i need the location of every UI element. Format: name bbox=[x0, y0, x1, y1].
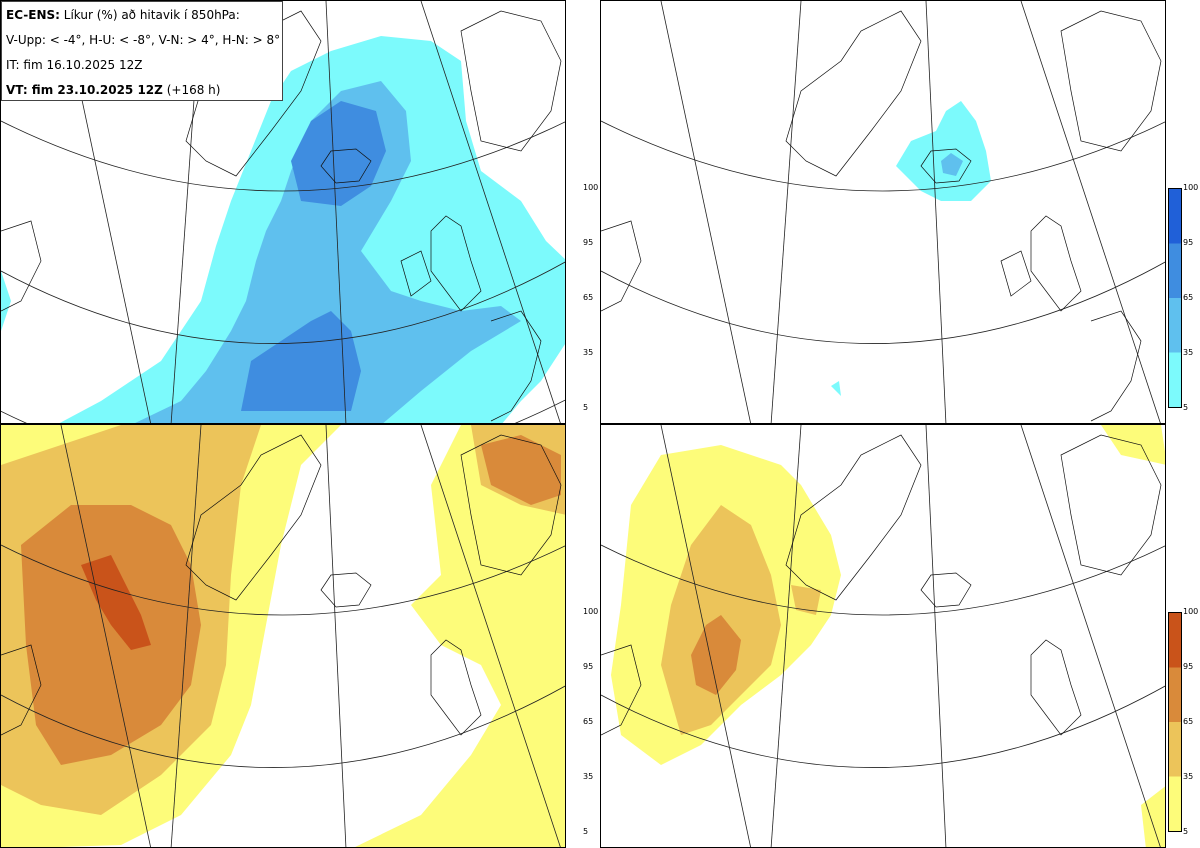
model-label: EC-ENS: bbox=[6, 8, 60, 22]
prob-field-95 bbox=[21, 435, 561, 765]
graticule bbox=[601, 425, 1165, 847]
colorbar-tick-label: 5 bbox=[583, 827, 589, 836]
colorbar-tick-label: 35 bbox=[583, 348, 594, 357]
graticule bbox=[1, 425, 565, 847]
colorbar-tick-label: 100 bbox=[1183, 607, 1199, 616]
colorbar-tick-label: 35 bbox=[583, 772, 594, 781]
coastlines bbox=[601, 10, 1162, 422]
map-canvas bbox=[1, 425, 565, 847]
prob-field-65 bbox=[941, 153, 963, 176]
colorbar-tick-label: 95 bbox=[1183, 238, 1194, 247]
valid-time-text: VT: fim 23.10.2025 12Z bbox=[6, 83, 163, 97]
map-panel-bottom-right bbox=[600, 424, 1166, 848]
colorbar-tick-label: 65 bbox=[583, 293, 594, 302]
lead-time-text: (+168 h) bbox=[166, 83, 221, 97]
colorbar-tick-label: 5 bbox=[583, 403, 589, 412]
colorbar-tick-label: 65 bbox=[583, 717, 594, 726]
thresholds-text: V-Upp: < -4°, H-U: < -8°, V-N: > 4°, H-N… bbox=[6, 33, 281, 47]
prob-field-65 bbox=[135, 81, 521, 423]
prob-field-35 bbox=[831, 101, 991, 396]
map-panel-top-right bbox=[600, 0, 1166, 424]
colorbar-tick-label: 95 bbox=[583, 238, 594, 247]
map-panel-bottom-left bbox=[0, 424, 566, 848]
colorbar-tick-label: 35 bbox=[1183, 772, 1194, 781]
colorbar-tick-label: 5 bbox=[1183, 403, 1189, 412]
prob-field-95 bbox=[241, 101, 386, 411]
colorbar-tick-label: 100 bbox=[583, 607, 599, 616]
map-canvas bbox=[601, 425, 1165, 847]
coastlines bbox=[1, 434, 562, 736]
title-text: Líkur (%) að hitavik í 850hPa: bbox=[63, 8, 240, 22]
colorbar-tick-label: 100 bbox=[583, 183, 599, 192]
map-panel-top-left: EC-ENS: Líkur (%) að hitavik í 850hPa: V… bbox=[0, 0, 566, 424]
colorbar-warm-right bbox=[1168, 612, 1182, 832]
colorbar-tick-label: 95 bbox=[1183, 662, 1194, 671]
colorbar-tick-label: 35 bbox=[1183, 348, 1194, 357]
init-time-text: IT: fim 16.10.2025 12Z bbox=[6, 58, 143, 72]
map-canvas bbox=[1, 1, 565, 423]
coastlines bbox=[601, 434, 1162, 736]
colorbar-tick-label: 95 bbox=[583, 662, 594, 671]
prob-field-95 bbox=[691, 615, 741, 695]
colorbar-tick-label: 65 bbox=[1183, 717, 1194, 726]
prob-field-100 bbox=[81, 555, 151, 650]
graticule bbox=[601, 1, 1165, 423]
map-canvas bbox=[601, 1, 1165, 423]
colorbar-tick-label: 65 bbox=[1183, 293, 1194, 302]
colorbar-tick-label: 5 bbox=[1183, 827, 1189, 836]
colorbar-cold-right bbox=[1168, 188, 1182, 408]
colorbar-tick-label: 100 bbox=[1183, 183, 1199, 192]
info-box: EC-ENS: Líkur (%) að hitavik í 850hPa: V… bbox=[1, 1, 283, 101]
